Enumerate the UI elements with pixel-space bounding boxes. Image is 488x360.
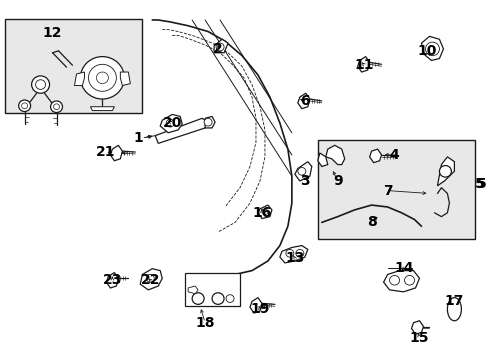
Text: 11: 11 xyxy=(354,58,374,72)
Circle shape xyxy=(404,275,414,285)
Polygon shape xyxy=(249,298,262,313)
Circle shape xyxy=(203,118,212,126)
Text: 22: 22 xyxy=(140,273,160,287)
Circle shape xyxy=(81,57,124,99)
Polygon shape xyxy=(279,246,307,263)
Bar xyxy=(317,140,474,239)
Text: 4: 4 xyxy=(389,148,399,162)
Bar xyxy=(5,19,142,113)
Circle shape xyxy=(50,101,62,113)
Polygon shape xyxy=(411,321,423,334)
Polygon shape xyxy=(369,149,381,163)
Circle shape xyxy=(216,43,224,51)
Circle shape xyxy=(295,249,303,257)
Circle shape xyxy=(262,209,267,215)
Polygon shape xyxy=(214,39,227,53)
Circle shape xyxy=(32,76,49,93)
Text: 9: 9 xyxy=(332,174,342,188)
Polygon shape xyxy=(155,118,208,143)
Text: 21: 21 xyxy=(96,145,115,159)
Text: 16: 16 xyxy=(252,206,271,220)
Text: 12: 12 xyxy=(43,27,62,40)
Polygon shape xyxy=(120,72,130,86)
Polygon shape xyxy=(90,107,114,111)
Circle shape xyxy=(53,104,60,110)
Text: 20: 20 xyxy=(162,116,182,130)
Polygon shape xyxy=(106,273,118,288)
Polygon shape xyxy=(204,116,215,128)
Polygon shape xyxy=(325,145,344,165)
Text: 7: 7 xyxy=(382,184,391,198)
Circle shape xyxy=(96,72,108,84)
Polygon shape xyxy=(421,36,443,60)
Polygon shape xyxy=(294,162,311,181)
Circle shape xyxy=(425,42,439,56)
Polygon shape xyxy=(383,271,419,292)
Circle shape xyxy=(19,100,31,112)
Text: 5: 5 xyxy=(473,177,483,191)
Circle shape xyxy=(285,249,293,257)
Circle shape xyxy=(297,167,305,175)
Text: 10: 10 xyxy=(417,44,436,58)
Text: 8: 8 xyxy=(366,215,376,229)
Text: 23: 23 xyxy=(102,273,122,287)
Text: 18: 18 xyxy=(195,316,214,330)
Polygon shape xyxy=(437,157,453,186)
Text: 6: 6 xyxy=(300,94,309,108)
Text: 1: 1 xyxy=(133,131,143,145)
Polygon shape xyxy=(357,57,369,72)
Text: 3: 3 xyxy=(300,174,309,188)
Text: 17: 17 xyxy=(444,294,463,309)
Text: 2: 2 xyxy=(213,42,223,56)
Text: 5: 5 xyxy=(475,177,485,191)
Polygon shape xyxy=(160,114,182,133)
Polygon shape xyxy=(258,205,271,219)
Circle shape xyxy=(212,293,224,304)
Text: 13: 13 xyxy=(285,251,304,265)
Circle shape xyxy=(21,103,27,109)
Polygon shape xyxy=(188,286,198,294)
Polygon shape xyxy=(74,72,84,86)
Circle shape xyxy=(192,293,203,304)
Circle shape xyxy=(225,295,234,302)
Polygon shape xyxy=(317,153,327,167)
Text: 15: 15 xyxy=(409,331,428,345)
Polygon shape xyxy=(110,145,122,161)
Text: 19: 19 xyxy=(250,302,269,316)
Bar xyxy=(185,273,240,306)
Circle shape xyxy=(439,166,450,177)
Circle shape xyxy=(146,274,154,282)
Circle shape xyxy=(166,119,174,127)
Circle shape xyxy=(36,80,45,89)
Text: 14: 14 xyxy=(394,261,413,275)
Polygon shape xyxy=(297,93,309,109)
Circle shape xyxy=(389,275,399,285)
Circle shape xyxy=(88,64,116,91)
Polygon shape xyxy=(140,269,162,290)
